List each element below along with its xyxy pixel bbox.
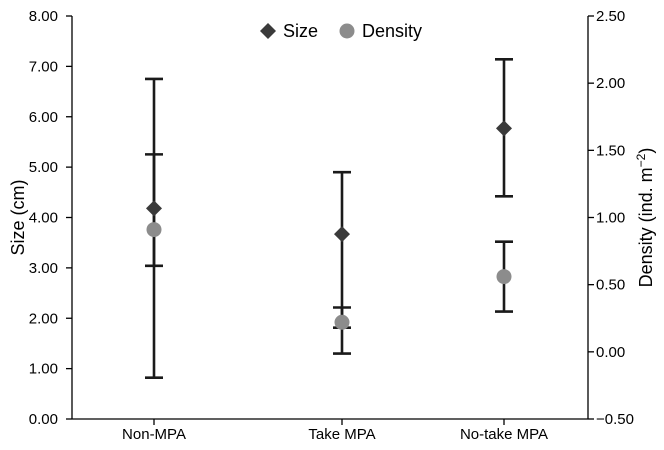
size-point: [334, 226, 350, 243]
density-point: [146, 222, 162, 238]
right-axis-title: Density (ind. m−2): [634, 148, 656, 288]
right-tick-label: 0.50: [596, 277, 625, 294]
left-tick-label: 4.00: [29, 210, 58, 227]
left-tick-label: 8.00: [29, 8, 58, 25]
left-tick-label: 2.00: [29, 310, 58, 327]
density-point: [334, 314, 350, 330]
right-tick-label: −0.50: [596, 411, 634, 428]
left-tick-label: 1.00: [29, 361, 58, 378]
right-tick-label: 0.00: [596, 344, 625, 361]
left-tick-label: 0.00: [29, 411, 58, 428]
x-category-label: No-take MPA: [460, 426, 548, 443]
right-tick-label: 2.00: [596, 75, 625, 92]
left-tick-label: 3.00: [29, 260, 58, 277]
left-tick-label: 5.00: [29, 159, 58, 176]
left-tick-label: 6.00: [29, 109, 58, 126]
legend-density-marker: [339, 23, 355, 39]
size-point: [496, 120, 512, 137]
left-axis-title: Size (cm): [8, 180, 28, 256]
right-tick-label: 2.50: [596, 8, 625, 25]
x-category-label: Take MPA: [308, 426, 375, 443]
legend-density-label: Density: [362, 21, 422, 41]
right-tick-label: 1.50: [596, 142, 625, 159]
density-point: [496, 269, 512, 285]
right-tick-label: 1.00: [596, 210, 625, 227]
size-point: [146, 200, 162, 217]
left-tick-label: 7.00: [29, 58, 58, 75]
x-category-label: Non-MPA: [122, 426, 186, 443]
legend-size-marker: [260, 23, 276, 39]
legend-size-label: Size: [283, 21, 318, 41]
